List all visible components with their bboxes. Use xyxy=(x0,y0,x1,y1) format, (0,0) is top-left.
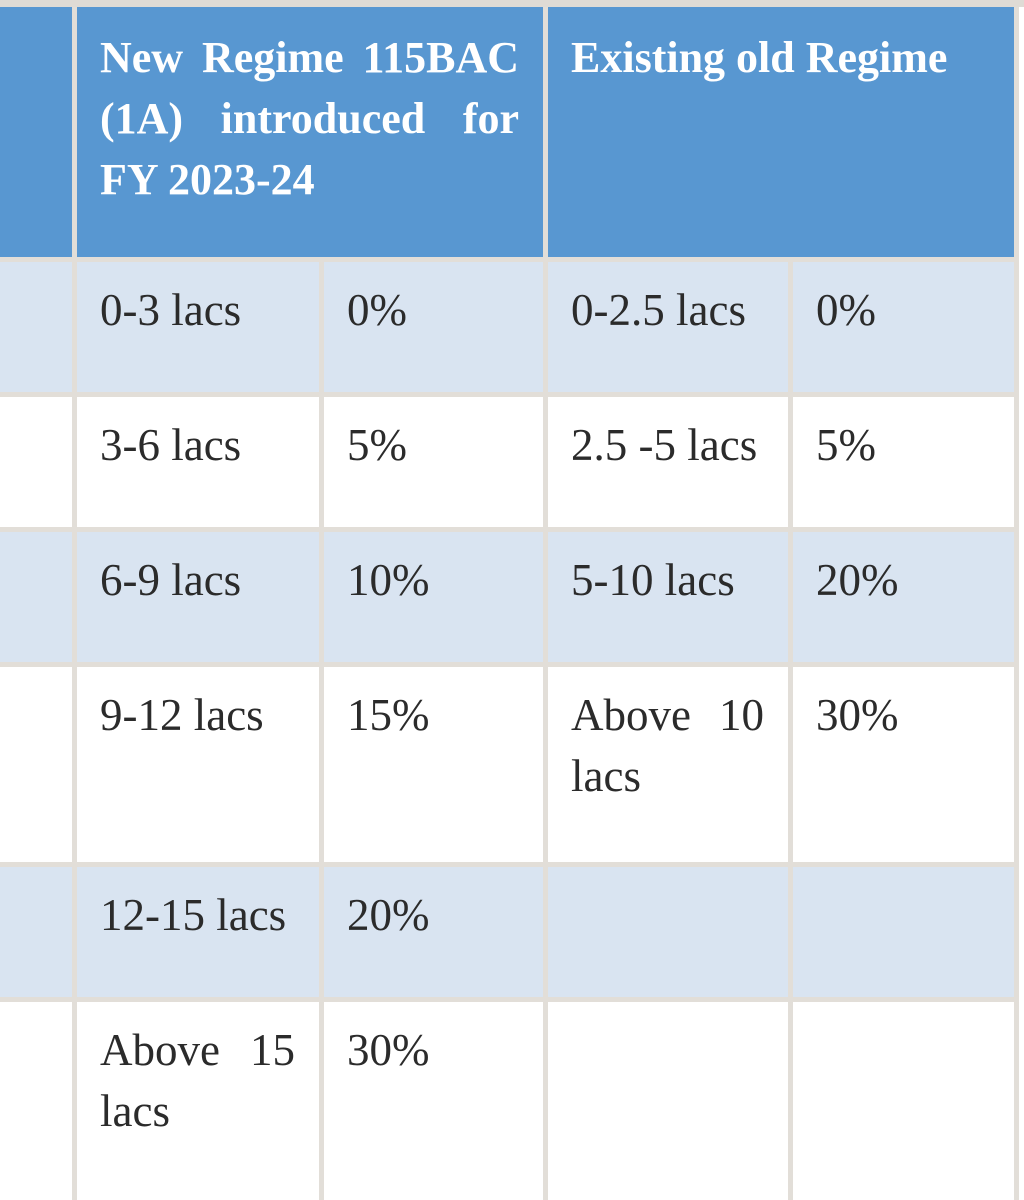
new-regime-slab: 9-12 lacs xyxy=(77,667,324,867)
old-regime-rate: 30% xyxy=(793,667,1020,867)
row-spacer-cell xyxy=(0,867,77,1002)
old-regime-slab xyxy=(548,1002,794,1200)
old-regime-slab: 2.5 -5 lacs xyxy=(548,397,794,532)
new-regime-slab: 6-9 lacs xyxy=(77,532,324,667)
old-regime-slab: 0-2.5 lacs xyxy=(548,262,794,397)
row-spacer-cell xyxy=(0,397,77,532)
row-spacer-cell xyxy=(0,262,77,397)
old-regime-slab xyxy=(548,867,794,1002)
new-regime-rate: 20% xyxy=(324,867,549,1002)
table-row: 12-15 lacs 20% xyxy=(0,867,1020,1002)
header-old-regime: Existing old Regime xyxy=(548,7,1020,262)
new-regime-rate: 30% xyxy=(324,1002,549,1200)
old-regime-slab: Above 10 lacs xyxy=(548,667,794,867)
table-header-row: New Regime 115BAC (1A) introduced for FY… xyxy=(0,7,1020,262)
tax-regime-comparison-table: New Regime 115BAC (1A) introduced for FY… xyxy=(0,7,1020,1200)
new-regime-rate: 0% xyxy=(324,262,549,397)
table-top-border xyxy=(0,0,1024,7)
new-regime-rate: 15% xyxy=(324,667,549,867)
new-regime-slab: 12-15 lacs xyxy=(77,867,324,1002)
new-regime-slab: 0-3 lacs xyxy=(77,262,324,397)
old-regime-slab: 5-10 lacs xyxy=(548,532,794,667)
table-row: 6-9 lacs 10% 5-10 lacs 20% xyxy=(0,532,1020,667)
table-row: 3-6 lacs 5% 2.5 -5 lacs 5% xyxy=(0,397,1020,532)
row-spacer-cell xyxy=(0,667,77,867)
old-regime-rate: 0% xyxy=(793,262,1020,397)
old-regime-rate xyxy=(793,1002,1020,1200)
row-spacer-cell xyxy=(0,532,77,667)
new-regime-rate: 10% xyxy=(324,532,549,667)
header-new-regime: New Regime 115BAC (1A) introduced for FY… xyxy=(77,7,549,262)
old-regime-rate: 20% xyxy=(793,532,1020,667)
header-spacer-cell xyxy=(0,7,77,262)
old-regime-rate: 5% xyxy=(793,397,1020,532)
table-row: Above 15 lacs 30% xyxy=(0,1002,1020,1200)
table-row: 9-12 lacs 15% Above 10 lacs 30% xyxy=(0,667,1020,867)
row-spacer-cell xyxy=(0,1002,77,1200)
new-regime-slab: 3-6 lacs xyxy=(77,397,324,532)
table-row: 0-3 lacs 0% 0-2.5 lacs 0% xyxy=(0,262,1020,397)
new-regime-rate: 5% xyxy=(324,397,549,532)
old-regime-rate xyxy=(793,867,1020,1002)
new-regime-slab: Above 15 lacs xyxy=(77,1002,324,1200)
